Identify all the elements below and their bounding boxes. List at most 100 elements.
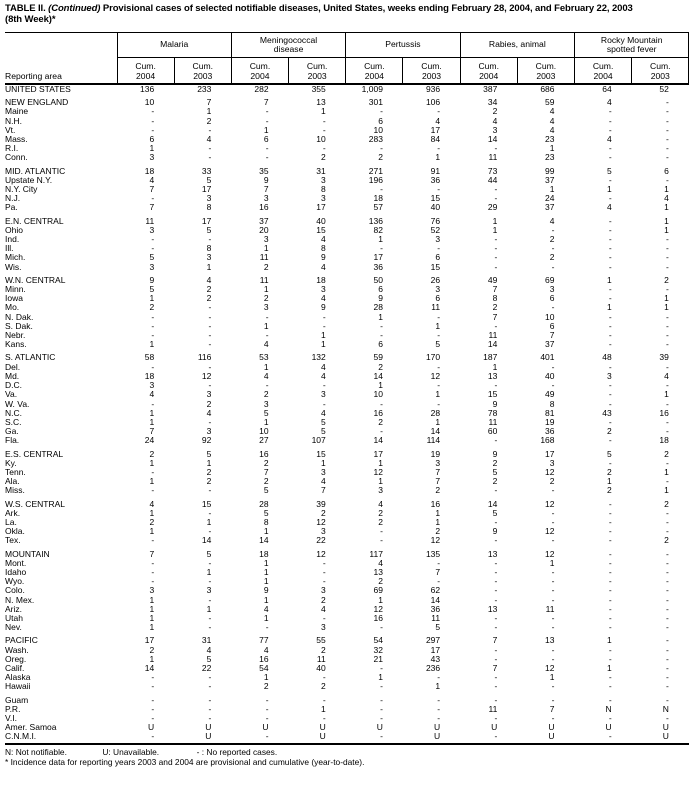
table-row-ky: Ky. 1 1 2 1 1 3 2 3 - -	[5, 458, 689, 468]
value-cell: -	[551, 302, 555, 313]
value-cell: 39	[316, 498, 326, 509]
value-cell: 22	[201, 662, 212, 673]
value-cell: -	[322, 566, 326, 577]
value-cell: -	[551, 713, 555, 723]
value-cell: 69	[373, 585, 383, 596]
value-cell: 17	[316, 202, 326, 213]
value-cell: 2	[378, 576, 383, 587]
table-row-minn: Minn. 5 2 1 3 6 3 7 3 - -	[5, 284, 689, 294]
value-cell: 1	[435, 152, 441, 163]
reporting-area-cell: Upstate N.Y.	[5, 174, 53, 185]
value-cell: 7	[206, 97, 212, 108]
value-cell: -	[608, 653, 612, 664]
value-cell: 7	[492, 635, 498, 646]
value-cell: 12	[545, 662, 555, 673]
value-cell: 4	[321, 293, 326, 304]
value-cell: -	[551, 694, 555, 705]
table-row-p-r: P.R. - - - 1 - - 11 7 N N	[5, 703, 689, 714]
value-cell: 1	[321, 703, 326, 714]
value-cell: -	[437, 576, 441, 587]
value-cell: -	[151, 713, 155, 723]
value-cell: -	[608, 311, 612, 322]
value-cell: -	[380, 330, 383, 341]
value-cell: -	[437, 380, 441, 391]
value-cell: 7	[321, 485, 326, 496]
value-cell: 7	[263, 466, 269, 477]
value-cell: 1	[263, 243, 269, 254]
value-cell: -	[494, 557, 498, 568]
value-cell: 5	[492, 507, 498, 518]
table-row-pa: Pa. 7 8 16 17 57 40 29 37 4 1	[5, 203, 689, 212]
table-row-miss: Miss. - - 5 7 3 2 - - 2 1	[5, 486, 689, 495]
value-cell: 59	[373, 352, 383, 363]
value-cell: -	[666, 694, 669, 705]
reporting-area-cell: Maine	[5, 106, 29, 117]
table-row-ill: Ill. - 8 1 8 - - - - - -	[5, 244, 689, 253]
reporting-area-cell: R.I.	[5, 143, 19, 154]
value-cell: -	[551, 224, 555, 235]
value-cell: 11	[488, 330, 498, 341]
value-cell: 5	[206, 653, 212, 664]
value-cell: 3	[263, 398, 269, 409]
value-cell: 3	[492, 124, 498, 135]
value-cell: 1	[664, 215, 669, 226]
value-cell: 11	[316, 653, 326, 664]
value-cell: 48	[602, 352, 612, 363]
value-cell: 2	[149, 644, 155, 655]
value-cell: -	[380, 694, 383, 705]
value-cell: 4	[321, 361, 326, 372]
footnotes: N: Not notifiable. U: Unavailable. - : N…	[5, 747, 689, 767]
value-cell: 11	[431, 302, 441, 313]
value-cell: 12	[545, 466, 555, 477]
value-cell: 73	[487, 165, 498, 176]
value-cell: -	[208, 124, 212, 135]
value-cell: 1	[435, 389, 441, 400]
value-cell: 11	[431, 612, 441, 623]
value-cell: 28	[259, 498, 269, 509]
value-cell: -	[666, 662, 669, 673]
value-cell: 7	[149, 184, 155, 195]
col-header-cum-2004: Cum. 2004	[459, 57, 518, 85]
table-row-mo: Mo. 2-3 9 28 11 2-1 1	[5, 303, 689, 312]
value-cell: -	[608, 224, 612, 235]
table-row-n-h: N.H. - 2 - - 6 4 4 4 - -	[5, 115, 689, 126]
table-row-upstate-n-y: Upstate N.Y. 4 5 9 3 196 36 44 37 - -	[5, 174, 689, 185]
group-header-rabies-animal: Rabies, animal	[459, 32, 575, 58]
value-cell: 1	[549, 184, 555, 195]
value-cell: -	[494, 516, 498, 527]
value-cell: -	[608, 215, 612, 226]
value-cell: 2	[321, 594, 326, 605]
table-row-s-dak: S. Dak. - - 1 - - 1 - 6 - -	[5, 320, 689, 331]
value-cell: 39	[659, 352, 669, 363]
value-cell: -	[208, 557, 212, 568]
value-cell: 1	[263, 361, 269, 372]
value-cell: -	[151, 311, 155, 322]
value-cell: -	[151, 681, 155, 692]
value-cell: -	[666, 713, 669, 723]
value-cell: -	[608, 124, 612, 135]
value-cell: U	[517, 732, 575, 745]
table-row-ark: Ark. 1 - 5 2 2 1 5 - - -	[5, 507, 689, 518]
reporting-area-cell: Conn.	[5, 152, 28, 163]
value-cell: 4	[606, 202, 612, 213]
table-row-kans: Kans. 1 - 4 1 6 5 14 37 - -	[5, 340, 689, 349]
value-cell: -	[437, 557, 441, 568]
reporting-area-cell: UNITED STATES	[5, 84, 71, 94]
col-header-cum-2003: Cum. 2003	[288, 57, 346, 85]
value-cell: 2	[206, 115, 212, 126]
value-cell: -	[151, 694, 155, 705]
value-cell: 31	[201, 635, 212, 646]
value-cell: 9	[263, 174, 269, 185]
value-cell: -	[608, 320, 612, 331]
value-cell: -	[551, 243, 555, 254]
value-cell: 28	[430, 407, 441, 418]
value-cell: 50	[373, 274, 383, 285]
value-cell: -	[380, 426, 383, 437]
value-cell: -	[494, 653, 498, 664]
value-cell: -	[208, 302, 212, 313]
value-cell: -	[608, 143, 612, 154]
value-cell: -	[380, 526, 383, 537]
title-continued: (Continued)	[48, 3, 101, 14]
reporting-area-cell: Nev.	[5, 622, 22, 633]
value-cell: 2	[206, 466, 212, 477]
